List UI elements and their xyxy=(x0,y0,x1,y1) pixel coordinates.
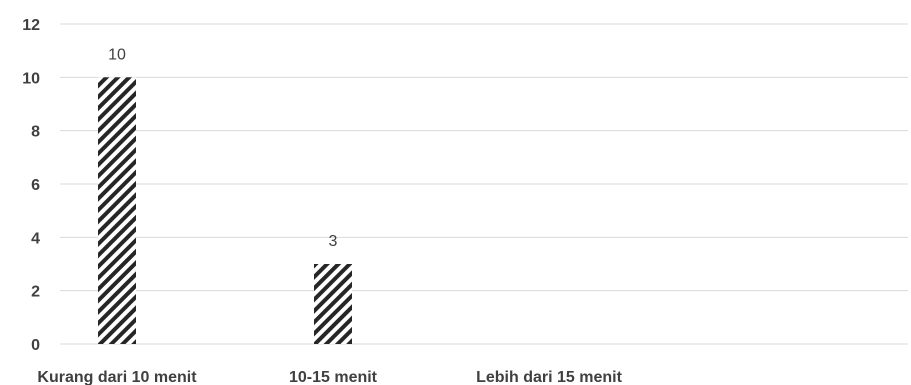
x-category-label-2: Lebih dari 15 menit xyxy=(476,369,622,385)
x-category-label-0: Kurang dari 10 menit xyxy=(37,369,197,385)
y-axis-tick-labels: 0 2 4 6 8 10 12 xyxy=(22,17,40,354)
y-tick-label-8: 8 xyxy=(31,124,40,141)
y-tick-label-12: 12 xyxy=(22,17,40,34)
data-label-1: 3 xyxy=(329,233,338,250)
bar-1 xyxy=(314,264,352,344)
y-tick-label-10: 10 xyxy=(22,70,40,87)
y-tick-label-6: 6 xyxy=(31,177,40,194)
y-tick-label-0: 0 xyxy=(31,337,40,354)
y-tick-label-4: 4 xyxy=(31,230,40,247)
data-label-0: 10 xyxy=(108,46,126,63)
gridlines xyxy=(60,23,908,345)
x-category-label-1: 10-15 menit xyxy=(289,369,378,385)
bars xyxy=(98,77,352,344)
y-tick-label-2: 2 xyxy=(31,284,40,301)
data-labels: 10 3 xyxy=(108,46,337,250)
bar-0 xyxy=(98,77,136,344)
x-axis-category-labels: Kurang dari 10 menit 10-15 menit Lebih dar… xyxy=(37,369,622,385)
